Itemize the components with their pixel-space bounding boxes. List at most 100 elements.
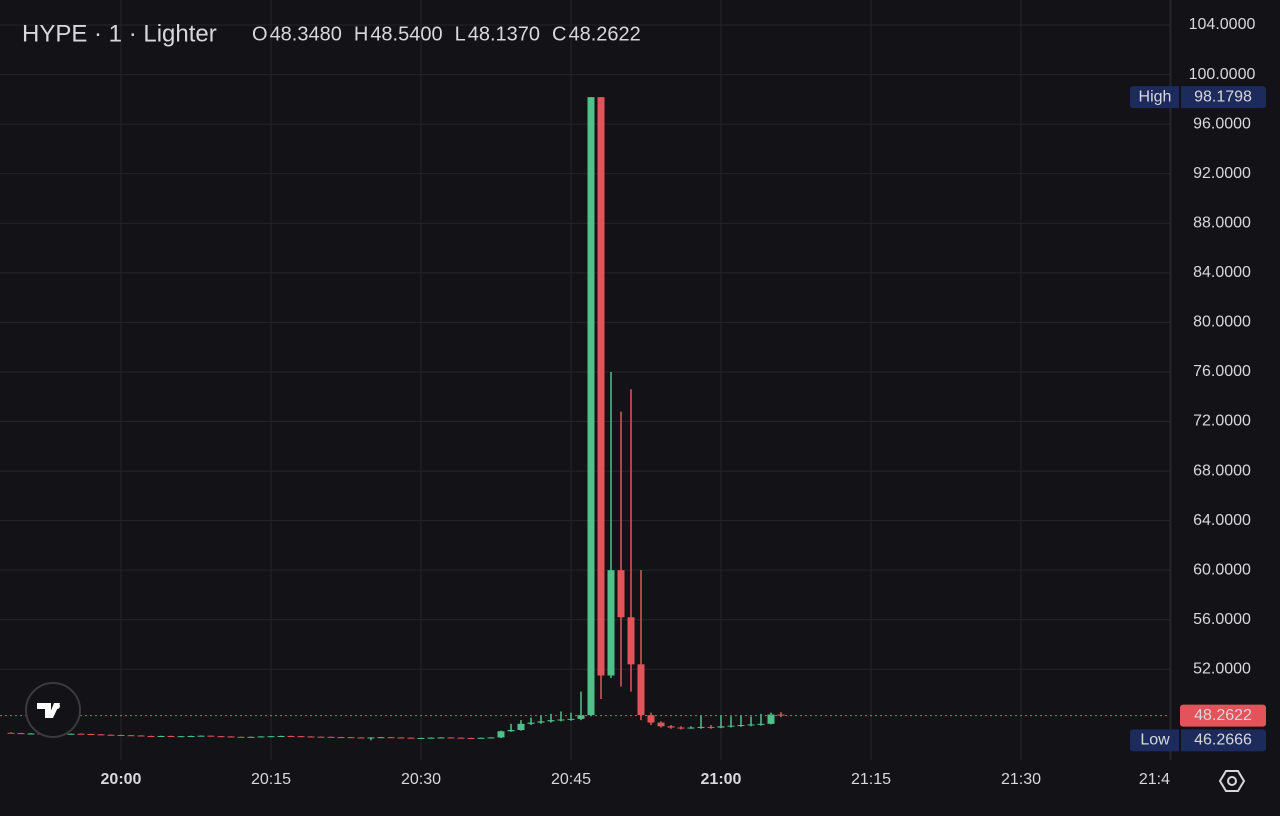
y-tick-label: 52.0000 <box>1193 661 1251 678</box>
candle-body <box>517 723 525 731</box>
legend-value: 48.1370 <box>468 23 540 45</box>
candle-body <box>467 737 475 739</box>
candle-body <box>17 733 25 735</box>
marker-value: 98.1798 <box>1194 88 1252 105</box>
candle-body <box>307 736 315 738</box>
candle-body <box>597 97 605 676</box>
legend-key: L <box>455 23 466 45</box>
chart-title: HYPE · 1 · Lighter <box>22 20 217 47</box>
candle-body <box>267 736 275 738</box>
candle-body <box>337 737 345 739</box>
candle-body <box>547 720 555 722</box>
candle-body <box>177 736 185 738</box>
candle-body <box>657 722 665 727</box>
legend-key: O <box>252 23 268 45</box>
y-tick-label: 96.0000 <box>1193 115 1251 132</box>
legend-value: 48.3480 <box>270 23 342 45</box>
candle-body <box>77 733 85 735</box>
candle-body <box>507 730 515 732</box>
x-tick-label: 20:30 <box>401 771 441 788</box>
candle-body <box>497 731 505 738</box>
candle-body <box>237 736 245 738</box>
y-tick-label: 104.0000 <box>1189 16 1256 33</box>
legend-value: 48.2622 <box>568 23 640 45</box>
candle-body <box>477 737 485 739</box>
candle-body <box>567 718 575 720</box>
legend-key: C <box>552 23 566 45</box>
x-tick-label: 21:00 <box>701 771 742 788</box>
candle-body <box>227 736 235 738</box>
candle-body <box>647 715 655 723</box>
x-tick-label: 21:30 <box>1001 771 1041 788</box>
y-tick-label: 80.0000 <box>1193 314 1251 331</box>
candle-body <box>487 737 495 739</box>
marker-name: Low <box>1140 732 1170 749</box>
y-tick-label: 56.0000 <box>1193 611 1251 628</box>
last-price-tag <box>1180 704 1266 727</box>
candle-body <box>427 737 435 739</box>
tradingview-logo[interactable] <box>25 682 81 738</box>
candle-body <box>757 723 765 725</box>
candle-body <box>27 733 35 735</box>
candle-body <box>357 737 365 739</box>
candle-body <box>207 735 215 737</box>
x-tick-label: 20:15 <box>251 771 291 788</box>
candle-body <box>637 664 645 716</box>
y-tick-label: 72.0000 <box>1193 413 1251 430</box>
x-tick-label: 20:00 <box>101 771 142 788</box>
candle-body <box>527 722 535 724</box>
candle-body <box>157 735 165 737</box>
candle-body <box>407 737 415 739</box>
candle-body <box>197 735 205 737</box>
candle-body <box>707 726 715 728</box>
candle-body <box>737 725 745 727</box>
candle-body <box>127 735 135 737</box>
y-tick-label: 64.0000 <box>1193 512 1251 529</box>
candle-body <box>557 719 565 721</box>
candle-body <box>257 736 265 738</box>
x-tick-label: 21:4 <box>1139 771 1170 788</box>
y-tick-label: 92.0000 <box>1193 165 1251 182</box>
settings-icon <box>1218 770 1246 792</box>
last-price-label: 48.2622 <box>1194 707 1252 724</box>
legend-value: 48.5400 <box>370 23 442 45</box>
candle-body <box>147 735 155 737</box>
y-tick-label: 68.0000 <box>1193 462 1251 479</box>
candles <box>7 97 785 741</box>
candle-body <box>697 726 705 728</box>
candle-body <box>587 97 595 716</box>
candle-body <box>187 735 195 737</box>
candle-body <box>577 715 585 719</box>
candle-body <box>417 737 425 739</box>
candle-body <box>247 736 255 738</box>
ohlc-legend: O 48.3480 H 48.5400 L 48.1370 C 48.2622 <box>252 23 641 45</box>
candle-body <box>107 734 115 736</box>
marker-name: High <box>1139 88 1172 105</box>
overlay: 52.0000 56.0000 60.0000 64.0000 68.0000 72.00… <box>0 16 1266 788</box>
candle-body <box>777 714 785 716</box>
candle-body <box>297 736 305 738</box>
y-tick-label: 60.0000 <box>1193 561 1251 578</box>
x-tick-label: 20:45 <box>551 771 591 788</box>
y-tick-label: 76.0000 <box>1193 363 1251 380</box>
candle-body <box>377 737 385 739</box>
candle-body <box>167 735 175 737</box>
y-tick-label: 84.0000 <box>1193 264 1251 281</box>
settings-button[interactable] <box>1218 770 1246 792</box>
candle-body <box>687 727 695 729</box>
settings-icon-center <box>1227 776 1237 786</box>
candle-body <box>767 714 775 724</box>
candle-body <box>317 736 325 738</box>
candle-body <box>7 732 15 734</box>
candle-body <box>617 570 625 618</box>
candle-body <box>447 737 455 739</box>
logo-dot <box>54 703 60 709</box>
candle-body <box>457 737 465 739</box>
candle-body <box>117 734 125 736</box>
candle-body <box>67 733 75 735</box>
candle-body <box>677 727 685 729</box>
grid <box>0 0 1172 760</box>
candle-body <box>277 735 285 737</box>
